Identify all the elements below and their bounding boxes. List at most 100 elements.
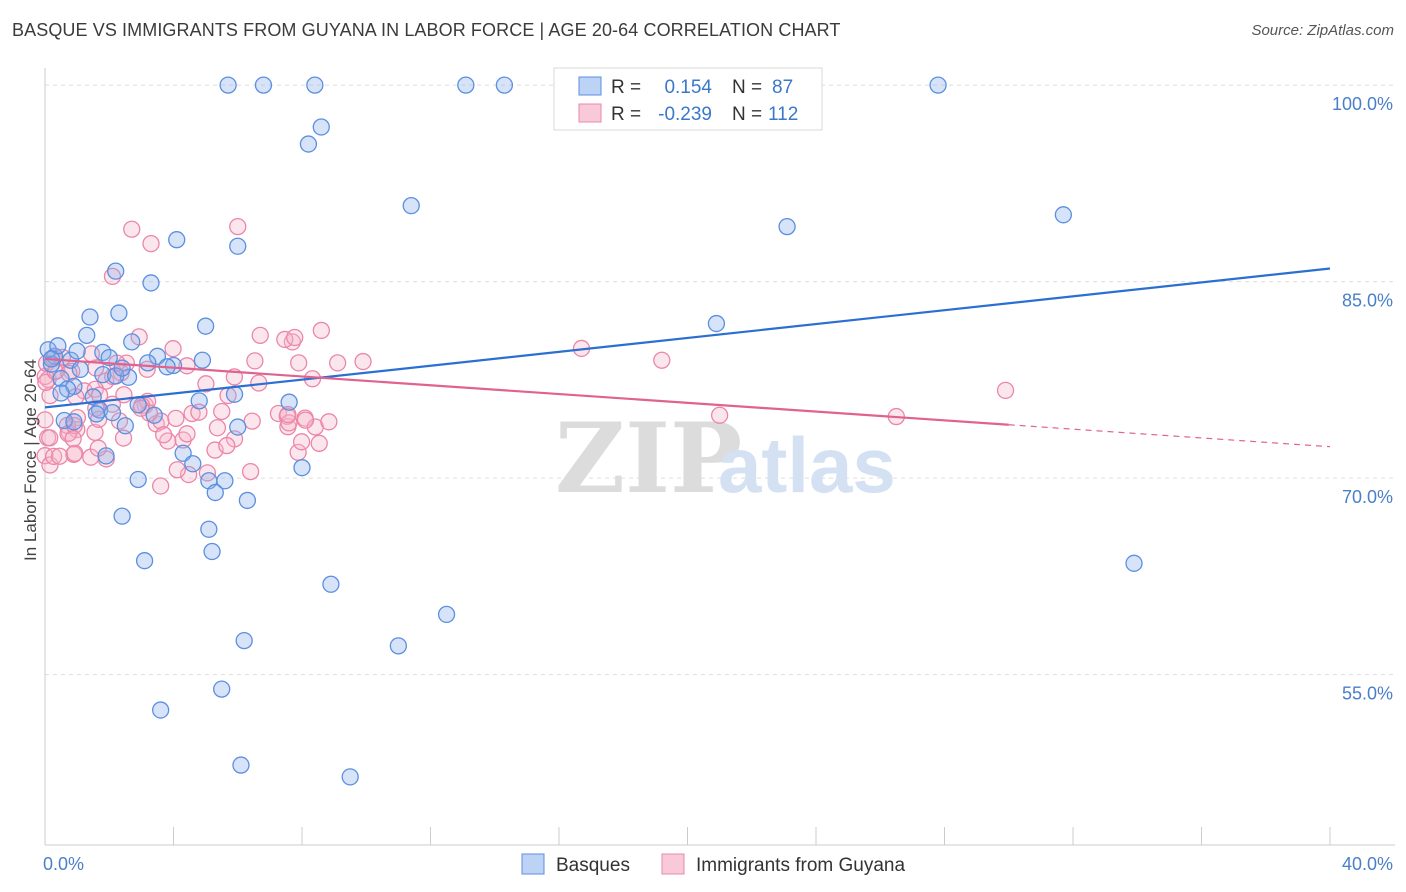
basques-point xyxy=(71,360,89,379)
basques-point xyxy=(322,575,340,593)
guyana-point xyxy=(36,411,54,429)
basques-point xyxy=(232,756,250,774)
stats-r-value-basques: 0.154 xyxy=(664,77,712,98)
guyana-point xyxy=(312,321,330,340)
basques-point xyxy=(193,351,212,369)
guyana-point xyxy=(296,411,315,429)
stats-r-label-basques: R = xyxy=(611,77,641,98)
basques-point xyxy=(206,483,224,502)
trend-lines xyxy=(44,267,1331,448)
guyana-point xyxy=(310,434,328,452)
stats-swatch-guyana xyxy=(578,103,602,123)
guyana-point xyxy=(41,386,59,405)
basques-point xyxy=(119,368,138,386)
legend-label-basques: Basques xyxy=(556,855,630,876)
guyana-point xyxy=(279,405,297,424)
basques-point xyxy=(457,76,475,94)
gridlines xyxy=(45,84,1395,676)
basques-point xyxy=(437,605,456,624)
guyana-point xyxy=(154,426,173,444)
basques-point xyxy=(219,76,237,94)
basques-point xyxy=(39,341,57,359)
basques-point xyxy=(495,76,514,94)
guyana-point xyxy=(286,328,304,347)
basques-point xyxy=(100,348,118,367)
basques-point xyxy=(81,308,99,326)
stats-n-value-guyana: 112 xyxy=(768,104,798,125)
watermark-atlas: atlas xyxy=(718,421,896,509)
axes xyxy=(44,68,1395,846)
guyana-point xyxy=(996,381,1015,400)
guyana-point xyxy=(164,340,182,358)
guyana-point xyxy=(41,456,59,474)
guyana-point xyxy=(123,220,141,238)
basques-point xyxy=(196,317,215,335)
guyana-point xyxy=(229,217,247,236)
basques-point xyxy=(142,274,160,292)
watermark-zip: ZIP xyxy=(555,402,742,515)
x-tick-label-min: 0.0% xyxy=(43,854,84,874)
y-tick-label: 70.0% xyxy=(1342,487,1393,507)
basques-point xyxy=(778,217,796,236)
basques-point xyxy=(213,680,231,698)
guyana-point xyxy=(45,447,63,466)
guyana-point xyxy=(90,386,109,404)
basques-point xyxy=(87,405,106,423)
basques-point xyxy=(190,392,208,410)
guyana-point xyxy=(241,462,260,481)
basques-point xyxy=(929,76,947,94)
guyana-point xyxy=(168,461,186,479)
guyana-point xyxy=(151,477,170,495)
y-tick-labels: 55.0% 70.0% 85.0% 100.0% xyxy=(1332,94,1393,704)
stats-r-value-guyana: -0.239 xyxy=(658,104,712,125)
guyana-point xyxy=(208,419,227,437)
basques-point xyxy=(293,459,311,477)
guyana-point xyxy=(710,406,729,424)
guyana-point xyxy=(653,351,671,369)
basques-point xyxy=(129,470,147,489)
basques-point xyxy=(116,417,134,435)
basques-points xyxy=(39,76,1143,786)
guyana-point xyxy=(197,375,215,393)
basques-point xyxy=(389,637,408,655)
basques-point xyxy=(129,396,147,414)
guyana-point xyxy=(142,234,160,253)
guyana-point xyxy=(64,430,82,448)
legend: Basques Immigrants from Guyana xyxy=(521,853,905,876)
basques-point xyxy=(254,76,273,94)
guyana-point xyxy=(41,429,59,447)
basques-point xyxy=(107,262,125,280)
basques-point xyxy=(135,552,154,570)
guyana-point xyxy=(320,413,338,431)
basques-point xyxy=(229,237,247,255)
guyana-point xyxy=(167,409,185,427)
basques-point xyxy=(52,369,70,388)
guyana-point xyxy=(328,354,347,372)
guyana-point xyxy=(251,326,269,344)
guyana-trend-line xyxy=(44,357,1009,426)
basques-point xyxy=(164,356,183,375)
guyana-point xyxy=(354,352,372,371)
basques-point xyxy=(110,304,128,322)
basques-point xyxy=(402,196,420,215)
basques-point xyxy=(280,393,298,411)
basques-point xyxy=(707,314,726,333)
chart-title: BASQUE VS IMMIGRANTS FROM GUYANA IN LABO… xyxy=(12,20,841,40)
basques-point xyxy=(123,333,141,351)
guyana-point xyxy=(292,433,311,451)
source-credit: Source: ZipAtlas.com xyxy=(1251,22,1394,39)
basques-point xyxy=(139,354,157,372)
basques-point xyxy=(65,413,83,431)
basques-point xyxy=(168,231,186,249)
y-tick-label: 100.0% xyxy=(1332,94,1393,114)
basques-point xyxy=(113,359,131,377)
basques-point xyxy=(103,403,122,422)
y-tick-label: 55.0% xyxy=(1342,684,1393,704)
basques-point xyxy=(184,455,202,473)
basques-point xyxy=(68,342,86,360)
basques-point xyxy=(151,701,170,719)
legend-swatch-basques xyxy=(521,853,545,875)
guyana-point xyxy=(218,436,236,455)
guyana-point xyxy=(178,425,196,443)
stats-n-label-basques: N = xyxy=(732,77,762,98)
